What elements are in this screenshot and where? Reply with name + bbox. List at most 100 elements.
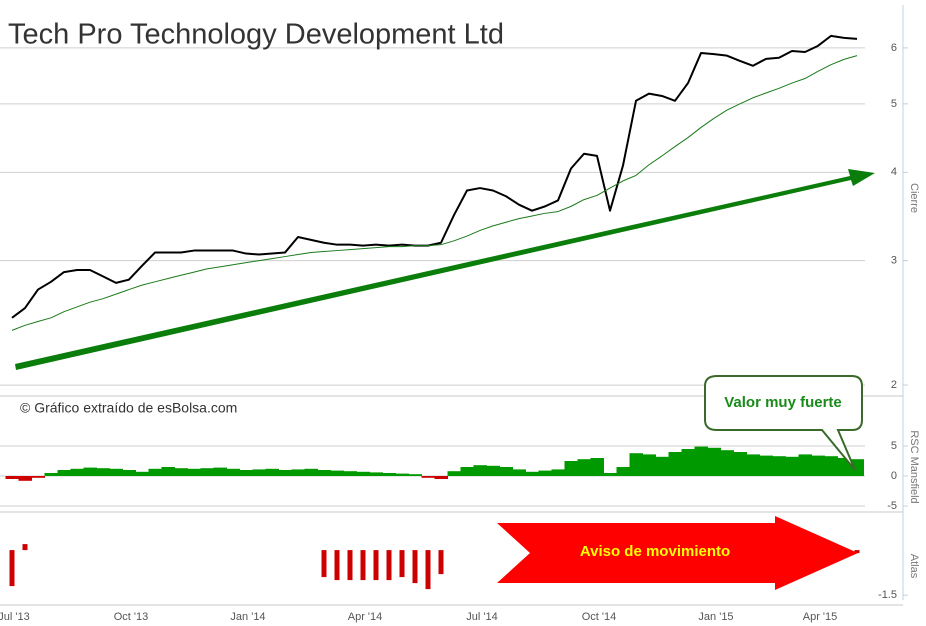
x-tick-label: Jul '14 bbox=[466, 611, 497, 623]
area-segment bbox=[122, 470, 136, 476]
area-segment bbox=[447, 471, 461, 476]
area-segment bbox=[499, 467, 513, 476]
area-segment bbox=[772, 456, 786, 476]
area-segment bbox=[694, 446, 708, 476]
bar bbox=[347, 550, 353, 581]
area-segment bbox=[629, 453, 643, 476]
area-segment bbox=[70, 468, 84, 476]
area-segment bbox=[655, 456, 669, 476]
area-segment bbox=[733, 452, 747, 476]
bar bbox=[22, 544, 28, 551]
area-segment bbox=[460, 467, 474, 476]
bar bbox=[425, 550, 431, 590]
area-segment bbox=[577, 459, 591, 476]
signal-arrow bbox=[497, 516, 858, 590]
area-segment bbox=[148, 468, 162, 476]
area-segment bbox=[174, 468, 188, 476]
area-segment bbox=[161, 467, 175, 476]
area-segment bbox=[291, 469, 305, 476]
area-segment bbox=[5, 476, 19, 479]
callout-box bbox=[704, 375, 863, 471]
x-tick-label: Apr '15 bbox=[803, 611, 838, 623]
area-segment bbox=[668, 452, 682, 476]
bar bbox=[360, 550, 366, 581]
area-segment bbox=[252, 469, 266, 476]
area-segment bbox=[395, 473, 409, 476]
area-segment bbox=[330, 470, 344, 476]
area-segment bbox=[720, 450, 734, 476]
area-segment bbox=[239, 470, 253, 476]
area-segment bbox=[213, 467, 227, 476]
y-tick-label: -5 bbox=[887, 500, 897, 512]
bar bbox=[334, 550, 340, 581]
x-tick-label: Oct '14 bbox=[582, 611, 617, 623]
area-segment bbox=[850, 459, 864, 476]
price-line bbox=[11, 34, 858, 319]
y-tick-label: 5 bbox=[891, 98, 897, 110]
area-segment bbox=[421, 476, 435, 478]
area-segment bbox=[187, 468, 201, 476]
area-segment bbox=[525, 471, 539, 476]
area-segment bbox=[564, 461, 578, 476]
y-axis-title: RSC Mansfield bbox=[908, 430, 920, 503]
x-tick-label: Jan '15 bbox=[698, 611, 733, 623]
x-tick-label: Oct '13 bbox=[114, 611, 149, 623]
area-segment bbox=[343, 471, 357, 476]
area-segment bbox=[369, 472, 383, 476]
bar bbox=[373, 550, 379, 581]
source-note: © Gráfico extraído de esBolsa.com bbox=[20, 400, 237, 416]
y-tick-label: 6 bbox=[891, 42, 897, 54]
area-segment bbox=[603, 473, 617, 476]
area-segment bbox=[759, 455, 773, 476]
area-segment bbox=[109, 468, 123, 476]
area-segment bbox=[681, 449, 695, 476]
signal-text: Aviso de movimiento bbox=[580, 543, 730, 560]
y-tick-label: -1.5 bbox=[878, 589, 897, 601]
area-segment bbox=[96, 468, 110, 476]
area-segment bbox=[538, 470, 552, 476]
area-segment bbox=[642, 454, 656, 476]
area-segment bbox=[707, 447, 721, 476]
trend-arrow bbox=[15, 169, 875, 370]
marks bbox=[5, 34, 864, 590]
bar bbox=[854, 550, 860, 554]
area-segment bbox=[746, 454, 760, 476]
area-segment bbox=[408, 474, 422, 476]
area-segment bbox=[278, 470, 292, 476]
y-tick-label: 3 bbox=[891, 255, 897, 267]
area-segment bbox=[551, 469, 565, 476]
bar bbox=[9, 550, 15, 587]
area-segment bbox=[356, 471, 370, 476]
area-segment bbox=[18, 476, 32, 481]
area-segment bbox=[83, 467, 97, 476]
y-axis-title: Atlas bbox=[908, 554, 920, 579]
bar bbox=[438, 550, 444, 575]
bar bbox=[321, 550, 327, 578]
area-segment bbox=[590, 458, 604, 476]
area-segment bbox=[785, 456, 799, 476]
area-segment bbox=[226, 468, 240, 476]
y-tick-label: 2 bbox=[891, 379, 897, 391]
area-segment bbox=[44, 473, 58, 476]
area-segment bbox=[135, 471, 149, 476]
area-segment bbox=[824, 456, 838, 476]
x-tick-label: Apr '14 bbox=[348, 611, 383, 623]
chart-title: Tech Pro Technology Development Ltd bbox=[8, 19, 504, 51]
area-segment bbox=[265, 468, 279, 476]
bar bbox=[399, 550, 405, 578]
area-segment bbox=[434, 476, 448, 479]
area-segment bbox=[473, 465, 487, 476]
area-segment bbox=[811, 455, 825, 476]
area-segment bbox=[57, 470, 71, 476]
area-segment bbox=[616, 467, 630, 476]
area-segment bbox=[798, 454, 812, 476]
y-axis-title: Cierre bbox=[908, 183, 920, 213]
area-segment bbox=[317, 470, 331, 476]
callout-text: Valor muy fuerte bbox=[724, 394, 842, 411]
area-segment bbox=[486, 465, 500, 476]
x-tick-label: Jan '14 bbox=[230, 611, 265, 623]
area-segment bbox=[31, 476, 45, 478]
y-tick-label: 5 bbox=[891, 440, 897, 452]
y-tick-label: 0 bbox=[891, 470, 897, 482]
